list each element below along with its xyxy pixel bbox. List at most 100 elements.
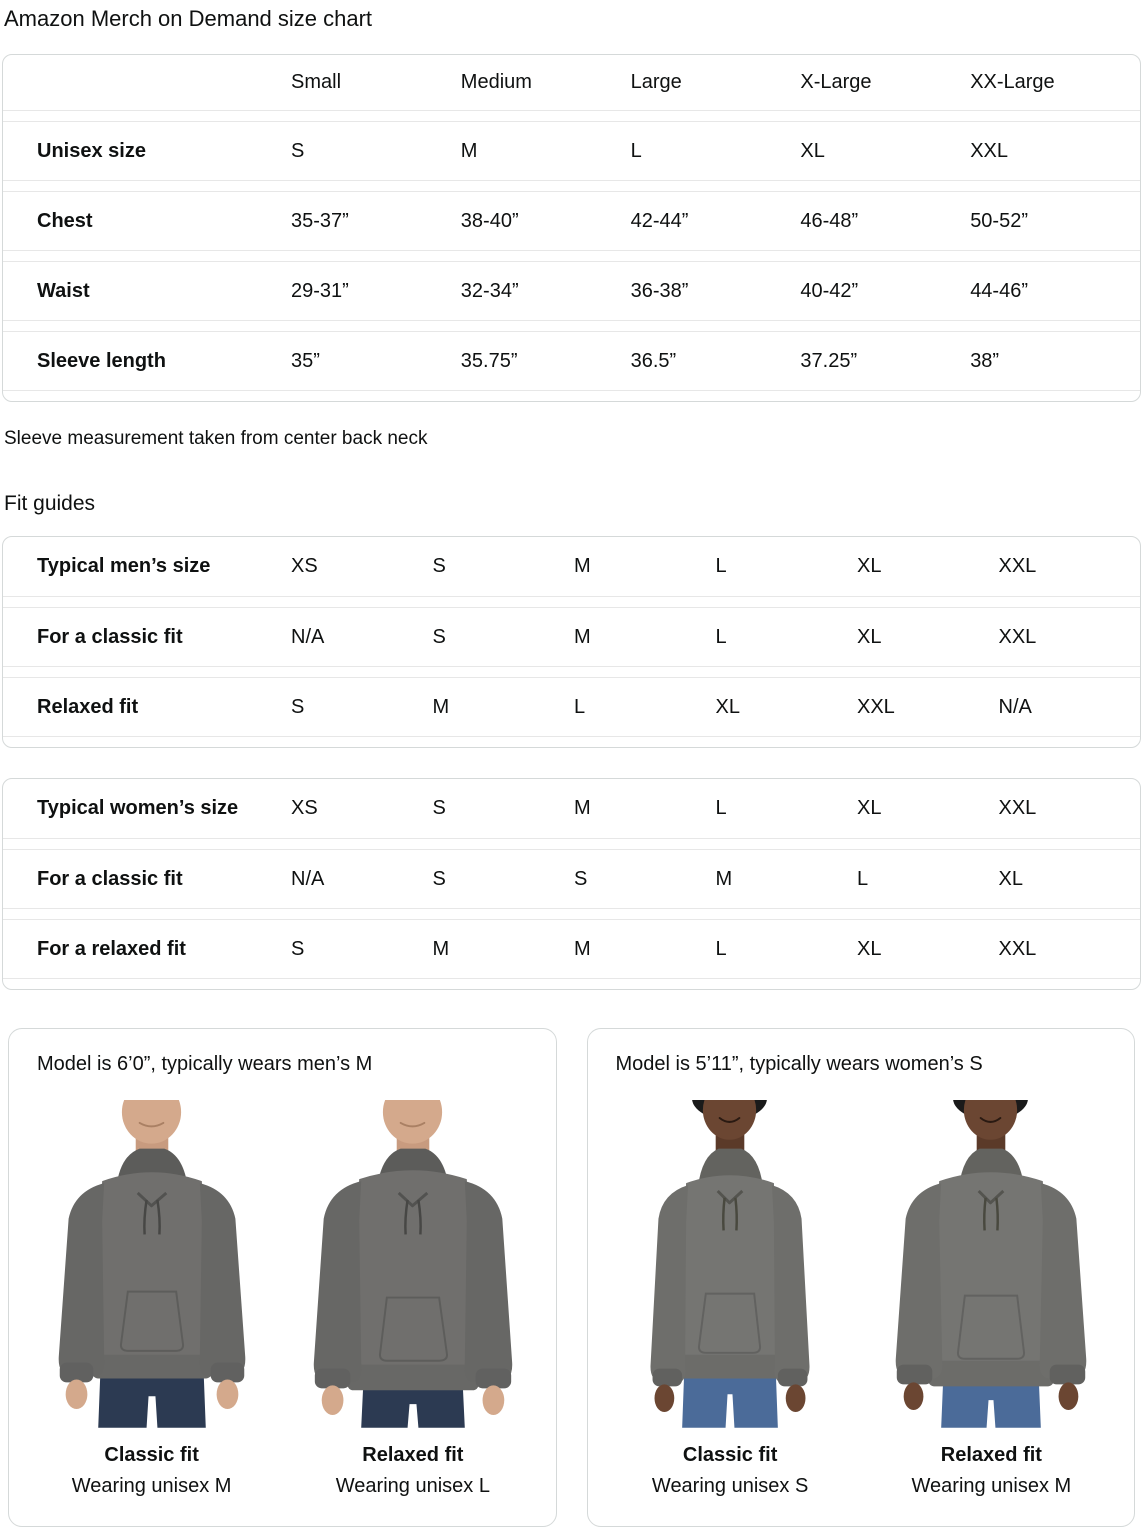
column-header-xxlarge: XX-Large bbox=[970, 71, 1055, 93]
row-label: Typical men’s size bbox=[37, 555, 211, 577]
table-row-waist: Waist 29-31” 32-34” 36-38” 40-42” 44-46” bbox=[3, 261, 1140, 321]
table-cell: 29-31” bbox=[291, 279, 349, 302]
table-cell: M bbox=[574, 797, 591, 819]
column-header-small: Small bbox=[291, 71, 342, 93]
table-cell: 40-42” bbox=[800, 279, 859, 302]
table-cell: XL bbox=[715, 695, 740, 718]
table-cell: L bbox=[715, 937, 727, 960]
model-photo-womens-relaxed-fit bbox=[880, 1100, 1103, 1428]
table-cell: XL bbox=[857, 555, 882, 577]
size-chart-table: Small Medium Large X-Large XX-Large Unis… bbox=[2, 54, 1141, 402]
row-label: Relaxed fit bbox=[37, 695, 139, 718]
table-cell: S bbox=[432, 555, 446, 577]
model-photo-mens-relaxed-fit bbox=[301, 1100, 524, 1428]
table-cell: S bbox=[432, 867, 446, 890]
fit-guide-table-womens: Typical women’s size XS S M L XL XXL For… bbox=[2, 778, 1141, 990]
table-cell: L bbox=[857, 867, 869, 890]
row-label: For a classic fit bbox=[37, 625, 183, 648]
size-chart-header-row: Small Medium Large X-Large XX-Large bbox=[3, 55, 1140, 111]
table-cell: S bbox=[291, 937, 305, 960]
page-title: Amazon Merch on Demand size chart bbox=[4, 6, 373, 31]
table-cell: XXL bbox=[998, 937, 1037, 960]
row-label: Unisex size bbox=[37, 139, 146, 162]
row-label: For a classic fit bbox=[37, 867, 183, 890]
table-cell: XXL bbox=[998, 555, 1037, 577]
model-figure-womens-classic: Classic fit Wearing unisex S bbox=[600, 1100, 861, 1498]
table-cell: S bbox=[432, 797, 446, 819]
model-photo-womens-classic-fit bbox=[619, 1100, 842, 1428]
model-photo-mens-classic-fit bbox=[40, 1100, 263, 1428]
table-cell: S bbox=[291, 695, 305, 718]
wearing-label: Wearing unisex M bbox=[71, 1475, 232, 1497]
table-row-classic-fit: For a classic fit N/A S M L XL XXL bbox=[3, 607, 1140, 667]
table-cell: XL bbox=[857, 937, 882, 960]
table-cell: 32-34” bbox=[460, 279, 519, 302]
row-label: For a relaxed fit bbox=[37, 937, 186, 960]
table-cell: S bbox=[432, 625, 446, 648]
row-label: Typical women’s size bbox=[37, 797, 239, 819]
fit-label: Relaxed fit bbox=[940, 1444, 1042, 1466]
model-figures: Classic fit Wearing unisex S bbox=[600, 1100, 1123, 1498]
table-cell: 36-38” bbox=[630, 279, 689, 302]
column-header-xlarge: X-Large bbox=[800, 71, 872, 93]
sleeve-measurement-note: Sleeve measurement taken from center bac… bbox=[4, 428, 428, 449]
table-row-classic-fit: For a classic fit N/A S S M L XL bbox=[3, 849, 1140, 909]
table-cell: 46-48” bbox=[800, 209, 859, 232]
model-figure-mens-classic: Classic fit Wearing unisex M bbox=[21, 1100, 282, 1498]
table-cell: XL bbox=[857, 625, 882, 648]
table-cell: XL bbox=[857, 797, 882, 819]
table-cell: S bbox=[291, 139, 305, 162]
table-cell: 36.5” bbox=[630, 349, 677, 372]
table-cell: L bbox=[715, 625, 727, 648]
table-row-relaxed-fit: For a relaxed fit S M M L XL XXL bbox=[3, 919, 1140, 979]
table-cell: 37.25” bbox=[800, 349, 858, 372]
table-row-unisex-size: Unisex size S M L XL XXL bbox=[3, 121, 1140, 181]
table-cell: L bbox=[574, 695, 586, 718]
table-cell: N/A bbox=[998, 695, 1032, 718]
table-cell: 38” bbox=[970, 349, 1000, 372]
model-figure-womens-relaxed: Relaxed fit Wearing unisex M bbox=[861, 1100, 1122, 1498]
table-cell: 38-40” bbox=[460, 209, 519, 232]
table-cell: M bbox=[432, 937, 450, 960]
table-row-relaxed-fit: Relaxed fit S M L XL XXL N/A bbox=[3, 677, 1140, 737]
table-cell: XXL bbox=[998, 625, 1037, 648]
fit-label: Classic fit bbox=[104, 1444, 199, 1466]
model-figure-mens-relaxed: Relaxed fit Wearing unisex L bbox=[282, 1100, 543, 1498]
table-row-typical-mens-size: Typical men’s size XS S M L XL XXL bbox=[3, 537, 1140, 597]
table-cell: XL bbox=[998, 867, 1023, 890]
column-header-large: Large bbox=[630, 71, 682, 93]
model-card-heading: Model is 5’11”, typically wears women’s … bbox=[615, 1053, 983, 1075]
table-cell: XXL bbox=[857, 695, 895, 718]
row-label: Waist bbox=[37, 279, 90, 302]
table-cell: 42-44” bbox=[630, 209, 689, 232]
column-header-medium: Medium bbox=[460, 71, 532, 93]
table-cell: 50-52” bbox=[970, 209, 1028, 232]
fit-guide-table-mens: Typical men’s size XS S M L XL XXL For a… bbox=[2, 536, 1141, 748]
table-row-chest: Chest 35-37” 38-40” 42-44” 46-48” 50-52” bbox=[3, 191, 1140, 251]
table-cell: XXL bbox=[998, 797, 1037, 819]
table-cell: M bbox=[715, 867, 733, 890]
table-cell: M bbox=[574, 937, 591, 960]
row-label: Sleeve length bbox=[37, 349, 166, 372]
table-cell: XS bbox=[291, 555, 318, 577]
table-cell: 35.75” bbox=[460, 349, 518, 372]
table-cell: S bbox=[574, 867, 588, 890]
wearing-label: Wearing unisex L bbox=[335, 1475, 490, 1497]
table-cell: M bbox=[460, 139, 478, 162]
wearing-label: Wearing unisex M bbox=[911, 1475, 1072, 1497]
table-cell: N/A bbox=[291, 625, 325, 648]
table-cell: L bbox=[715, 797, 727, 819]
table-row-typical-womens-size: Typical women’s size XS S M L XL XXL bbox=[3, 779, 1140, 839]
model-card-womens: Model is 5’11”, typically wears women’s … bbox=[586, 1028, 1135, 1527]
fit-label: Classic fit bbox=[682, 1444, 778, 1466]
table-cell: XS bbox=[291, 797, 318, 819]
row-label: Chest bbox=[37, 209, 93, 232]
table-row-sleeve-length: Sleeve length 35” 35.75” 36.5” 37.25” 38… bbox=[3, 331, 1140, 391]
table-cell: 35-37” bbox=[291, 209, 349, 232]
fit-guides-heading: Fit guides bbox=[4, 492, 96, 515]
fit-label: Relaxed fit bbox=[362, 1444, 464, 1466]
wearing-label: Wearing unisex S bbox=[651, 1475, 809, 1497]
table-cell: L bbox=[630, 139, 642, 162]
table-cell: XL bbox=[800, 139, 825, 162]
